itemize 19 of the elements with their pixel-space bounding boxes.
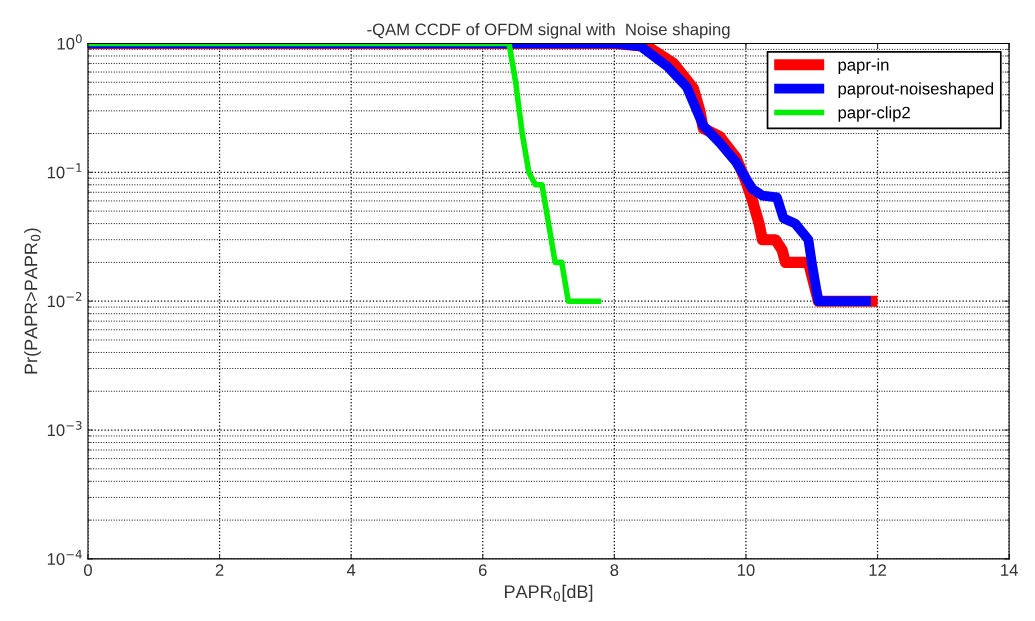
x-tick-label: 12	[869, 564, 886, 576]
y-tick-label: 10$^{−3}$	[47, 420, 82, 437]
x-tick-label: 8	[610, 564, 619, 576]
x-tick-label: 2	[215, 564, 224, 576]
legend-label: papr-clip2	[838, 106, 910, 122]
legend-label: paprout-noiseshaped	[838, 82, 994, 98]
y-tick-label: 10$^{−1}$	[47, 163, 82, 179]
x-axis-title: PAPR$_{0}$[dB]	[504, 584, 593, 602]
y-tick-label: 10$^{−4}$	[47, 549, 82, 565]
legend-label: papr-in	[838, 58, 889, 75]
x-tick-label: 4	[346, 564, 356, 576]
x-tick-label: 0	[83, 564, 92, 576]
x-tick-label: 14	[1001, 564, 1018, 576]
y-axis-title: Pr(PAPR>PAPR$_{0}$)	[24, 228, 41, 374]
y-tick-label: 10$^{−2}$	[47, 292, 82, 308]
y-tick-label: 10$^{0}$	[57, 34, 82, 50]
x-tick-label: 6	[478, 564, 487, 576]
x-tick-label: 10	[737, 564, 755, 576]
chart-title: -QAM CCDF of OFDM signal with Noise shaping	[367, 23, 730, 39]
